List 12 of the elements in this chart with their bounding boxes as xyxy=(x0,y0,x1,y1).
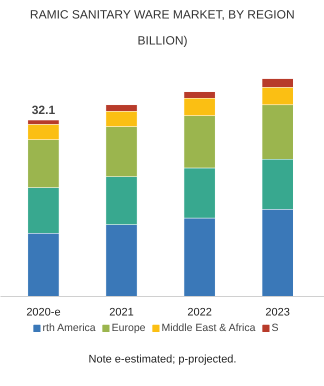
annotation: 32.1 xyxy=(32,103,56,118)
x-tick-label: 2023 xyxy=(265,306,290,318)
text: Note e-estimated; p-projected. xyxy=(88,354,236,366)
legend-label: Europe xyxy=(112,322,146,334)
x-tick-label: 2020-e xyxy=(26,306,61,318)
legend-label: Middle East & Africa xyxy=(162,322,256,334)
legend-label: rth America xyxy=(42,322,96,334)
legend-label: S xyxy=(271,322,280,334)
x-tick-label: 2022 xyxy=(187,306,212,318)
x-tick-label: 2021 xyxy=(109,306,134,318)
chart-subtitle: BILLION) xyxy=(137,34,188,48)
chart-title: RAMIC SANITARY WARE MARKET, BY REGION xyxy=(30,8,295,22)
